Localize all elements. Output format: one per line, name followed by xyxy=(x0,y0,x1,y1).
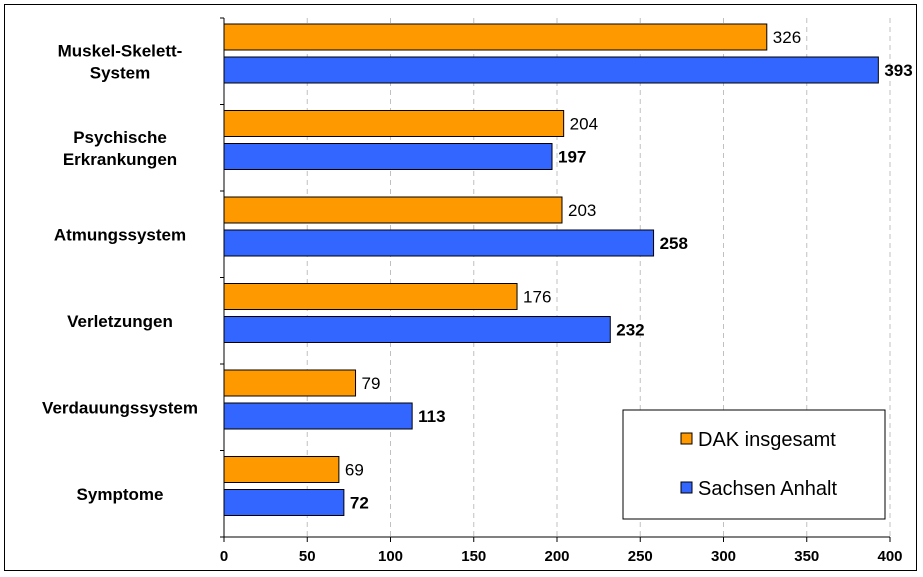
value-label-sachsen-anhalt-2: 258 xyxy=(660,234,688,253)
legend-swatch-sachsen-anhalt xyxy=(680,481,693,494)
bar-dak-5 xyxy=(223,456,340,483)
category-labels: Muskel-Skelett- System Psychische Erkrankun… xyxy=(42,41,198,504)
bar-sachsen-anhalt-2 xyxy=(223,229,655,257)
legend-box xyxy=(622,409,886,520)
bar-sachsen-anhalt-4 xyxy=(223,402,413,430)
bar-dak-1 xyxy=(223,110,565,137)
value-label-dak-2: 203 xyxy=(568,201,596,220)
x-tick-label-150: 150 xyxy=(461,548,486,565)
category-label-1-line-0: Psychische xyxy=(73,128,167,147)
category-label-5-line-0: Symptome xyxy=(77,485,164,504)
legend-swatch-dak xyxy=(680,432,693,445)
bar-dak-3 xyxy=(223,283,518,310)
x-tick-label-250: 250 xyxy=(628,548,653,565)
category-label-2-line-0: Atmungssystem xyxy=(54,225,186,244)
category-label-0-line-1: System xyxy=(90,63,150,82)
bars xyxy=(223,23,879,516)
category-label-0-line-0: Muskel-Skelett- xyxy=(58,41,183,60)
value-labels: 326 393 204 197 203 258 176 232 79 113 69 72 xyxy=(345,28,913,513)
value-label-dak-4: 79 xyxy=(362,374,381,393)
value-label-sachsen-anhalt-4: 113 xyxy=(418,407,445,426)
bar-dak-0 xyxy=(223,23,768,51)
value-label-dak-5: 69 xyxy=(345,461,364,480)
legend: DAK insgesamt Sachsen Anhalt xyxy=(622,409,886,520)
category-label-4-line-0: Verdauungssystem xyxy=(42,398,198,417)
x-tick-label-300: 300 xyxy=(711,548,736,565)
value-label-sachsen-anhalt-5: 72 xyxy=(350,494,369,513)
bar-dak-2 xyxy=(223,196,563,224)
category-label-3-line-0: Verletzungen xyxy=(67,312,173,331)
bar-sachsen-anhalt-1 xyxy=(223,143,553,170)
value-label-dak-1: 204 xyxy=(570,115,598,134)
axes xyxy=(220,17,891,542)
bar-sachsen-anhalt-5 xyxy=(223,489,345,516)
bar-sachsen-anhalt-3 xyxy=(223,316,611,343)
bar-sachsen-anhalt-0 xyxy=(223,56,879,84)
x-tick-label-100: 100 xyxy=(378,548,403,565)
x-tick-label-0: 0 xyxy=(220,548,228,565)
value-label-sachsen-anhalt-0: 393 xyxy=(884,61,912,80)
legend-label-dak: DAK insgesamt xyxy=(698,429,836,451)
category-label-1-line-1: Erkrankungen xyxy=(63,150,177,169)
value-label-dak-3: 176 xyxy=(523,288,551,307)
x-tick-labels: 0 50 100 150 200 250 300 350 400 xyxy=(220,548,903,565)
value-label-sachsen-anhalt-3: 232 xyxy=(616,321,644,340)
x-tick-label-350: 350 xyxy=(794,548,819,565)
bar-dak-4 xyxy=(223,369,357,397)
x-tick-label-200: 200 xyxy=(544,548,569,565)
x-tick-label-50: 50 xyxy=(299,548,316,565)
legend-label-sachsen-anhalt: Sachsen Anhalt xyxy=(698,478,837,500)
value-label-dak-0: 326 xyxy=(773,28,801,47)
value-label-sachsen-anhalt-1: 197 xyxy=(558,148,586,167)
x-tick-label-400: 400 xyxy=(877,548,902,565)
